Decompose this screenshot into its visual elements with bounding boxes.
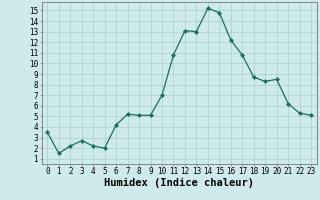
- X-axis label: Humidex (Indice chaleur): Humidex (Indice chaleur): [104, 178, 254, 188]
